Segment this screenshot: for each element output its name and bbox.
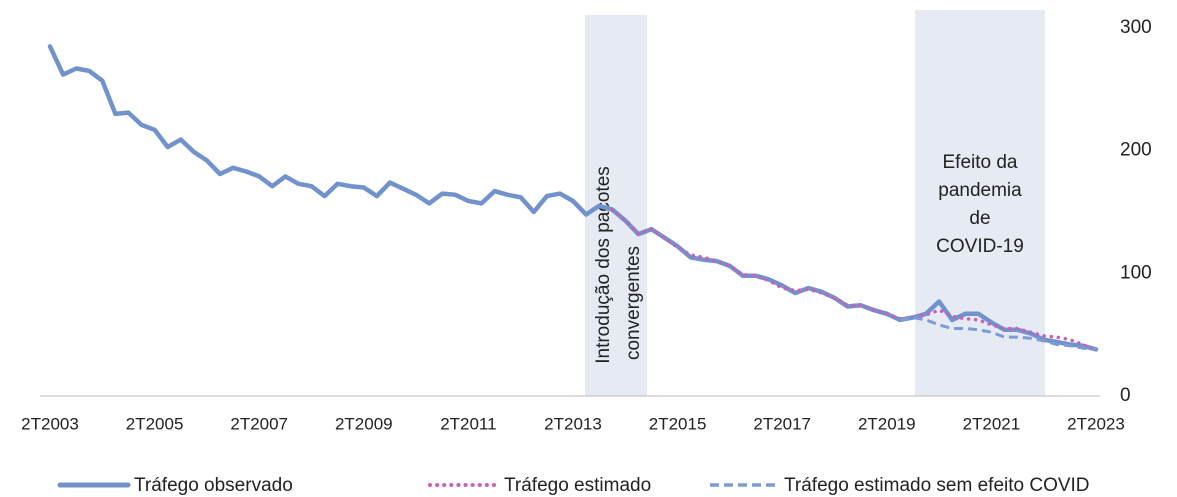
- x-tick-label: 2T2015: [649, 414, 707, 433]
- legend-label: Tráfego estimado sem efeito COVID: [784, 475, 1090, 496]
- highlight-band: [585, 15, 647, 396]
- x-tick-label: 2T2009: [335, 414, 393, 433]
- annotation: convergentes: [623, 246, 644, 360]
- annotation: Efeito da: [943, 152, 1018, 173]
- series-line: [610, 207, 1098, 353]
- x-tick-label: 2T2019: [858, 414, 916, 433]
- annotation: de: [969, 208, 990, 229]
- x-tick-label: 2T2003: [21, 414, 79, 433]
- y-tick-label: 0: [1120, 385, 1131, 406]
- annotation: pandemia: [938, 180, 1022, 201]
- x-tick-label: 2T2017: [753, 414, 811, 433]
- x-tick-label: 2T2013: [544, 414, 602, 433]
- x-tick-label: 2T2007: [230, 414, 288, 433]
- x-tick-label: 2T2023: [1067, 414, 1125, 433]
- legend-label: Tráfego observado: [134, 475, 293, 496]
- y-tick-label: 300: [1120, 17, 1152, 38]
- x-tick-label: 2T2011: [440, 414, 496, 433]
- series-line: [899, 316, 1097, 351]
- y-tick-label: 100: [1120, 262, 1152, 283]
- annotation: Introdução dos pacotes: [593, 166, 614, 364]
- x-tick-label: 2T2021: [963, 414, 1021, 433]
- legend-label: Tráfego estimado: [504, 475, 651, 496]
- y-tick-label: 200: [1120, 140, 1152, 161]
- x-tick-label: 2T2005: [126, 414, 184, 433]
- annotation: COVID-19: [936, 236, 1024, 257]
